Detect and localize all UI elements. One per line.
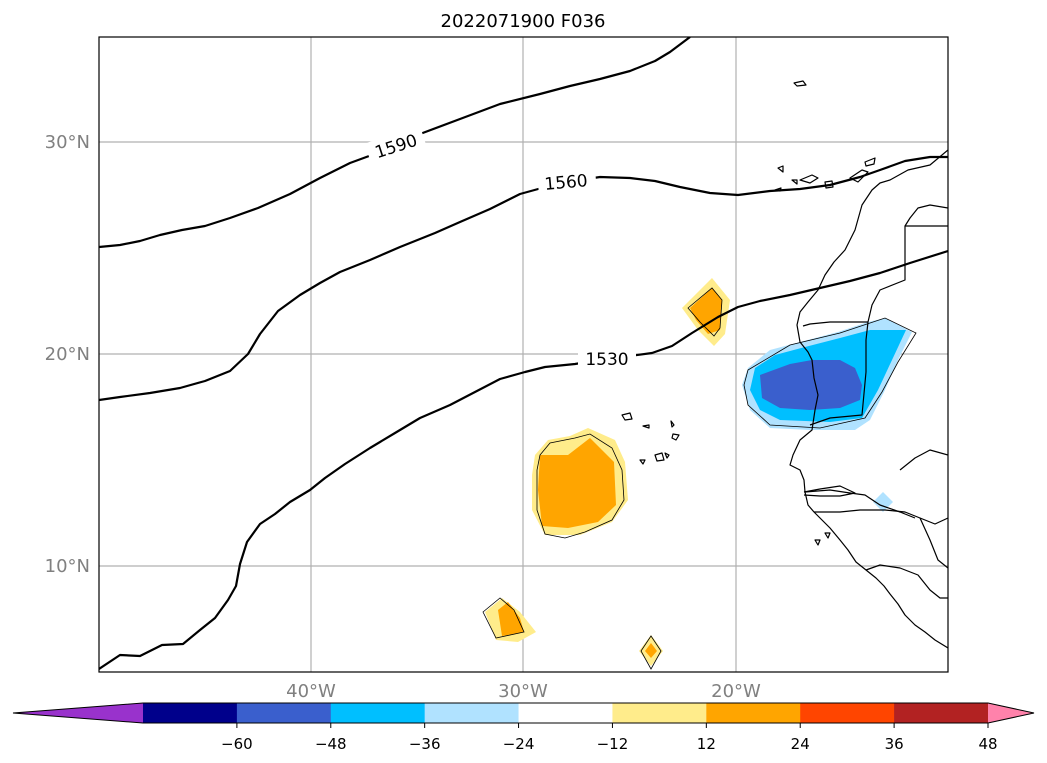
- positive-anomaly-south-core: [498, 602, 524, 636]
- colorbar-extend-low: [13, 703, 143, 723]
- colorbar-tick-label: 36: [885, 735, 904, 753]
- border-east: [899, 449, 948, 471]
- colorbar-segment: [424, 703, 520, 723]
- border-interior: [919, 517, 948, 569]
- negative-anomaly-small: [873, 492, 893, 512]
- colorbar-segment: [800, 703, 895, 723]
- colorbar-outline: [12, 702, 1035, 724]
- africa-coast: [789, 149, 948, 649]
- colorbar-tick-label: −36: [409, 735, 441, 753]
- map-panel: 1590 1560 1530: [99, 37, 948, 672]
- madeira-island: [793, 80, 807, 87]
- lat-label-20n: 20°N: [45, 344, 90, 365]
- colorbar-tick-label: −24: [503, 735, 535, 753]
- canary-island: [774, 187, 782, 192]
- lat-label-30n: 30°N: [45, 132, 90, 153]
- border-sierra-leone: [865, 564, 948, 599]
- contour-1590: [99, 37, 691, 249]
- contour-label-1530: 1530: [585, 350, 628, 370]
- border-mali-mauritania: [809, 321, 869, 426]
- colorbar-segment: [518, 703, 613, 723]
- colorbar-segment: [236, 703, 332, 723]
- colorbar-segment: [706, 703, 801, 723]
- border-gambia: [803, 485, 856, 497]
- lat-label-10n: 10°N: [45, 556, 90, 577]
- colorbar-extend-high: [988, 703, 1034, 723]
- border-guinea: [814, 509, 948, 525]
- canary-island: [849, 169, 869, 183]
- positive-anomaly-north-core: [690, 288, 722, 334]
- colorbar-tick-label: −48: [315, 735, 347, 753]
- positive-anomaly-core: [538, 438, 616, 528]
- border-senegal: [804, 489, 916, 519]
- cape-verde-island: [664, 452, 670, 459]
- lon-label-20w: 20°W: [711, 681, 761, 702]
- canary-island: [824, 180, 834, 189]
- coastlines: [789, 149, 948, 649]
- colorbar-tick-label: 48: [978, 735, 997, 753]
- anomaly-contours: [482, 287, 917, 670]
- colorbar-segment: [612, 703, 707, 723]
- canary-island: [777, 165, 784, 173]
- canary-island: [799, 174, 819, 184]
- map-frame: [98, 36, 949, 673]
- contour-label-1560: 1560: [544, 171, 589, 195]
- canary-island: [864, 157, 876, 167]
- lon-label-30w: 30°W: [498, 681, 548, 702]
- contour-1530: [99, 249, 948, 670]
- colorbar-segment: [894, 703, 989, 723]
- positive-anomaly-tiny-core: [645, 643, 657, 658]
- border-morocco: [904, 204, 948, 227]
- cape-verde-island: [670, 420, 675, 428]
- anomaly-shading: [485, 278, 912, 666]
- border-mauritania: [802, 226, 906, 327]
- colorbar-tick-label: −12: [597, 735, 629, 753]
- colorbar-segment: [330, 703, 426, 723]
- negative-anomaly-core: [760, 360, 862, 410]
- canary-island: [791, 179, 798, 185]
- lon-label-40w: 40°W: [286, 681, 336, 702]
- height-contours: [99, 37, 948, 670]
- colorbar-tick-label: 12: [697, 735, 716, 753]
- bissagos-island: [824, 532, 831, 539]
- colorbar-tick-label: 24: [791, 735, 810, 753]
- cape-verde-island: [642, 424, 650, 429]
- colorbar-segment: [143, 703, 238, 723]
- colorbar: −60−48−36−24−121224364860: [12, 702, 1035, 753]
- bissagos-island: [814, 539, 821, 546]
- cape-verde-island: [671, 433, 680, 441]
- map-title: 2022071900 F036: [441, 11, 606, 32]
- colorbar-tick-label: −60: [221, 735, 253, 753]
- contour-1560: [99, 155, 948, 402]
- islands: [621, 80, 876, 546]
- cape-verde-island: [639, 459, 646, 465]
- cape-verde-island: [621, 412, 633, 421]
- cape-verde-island: [654, 452, 665, 462]
